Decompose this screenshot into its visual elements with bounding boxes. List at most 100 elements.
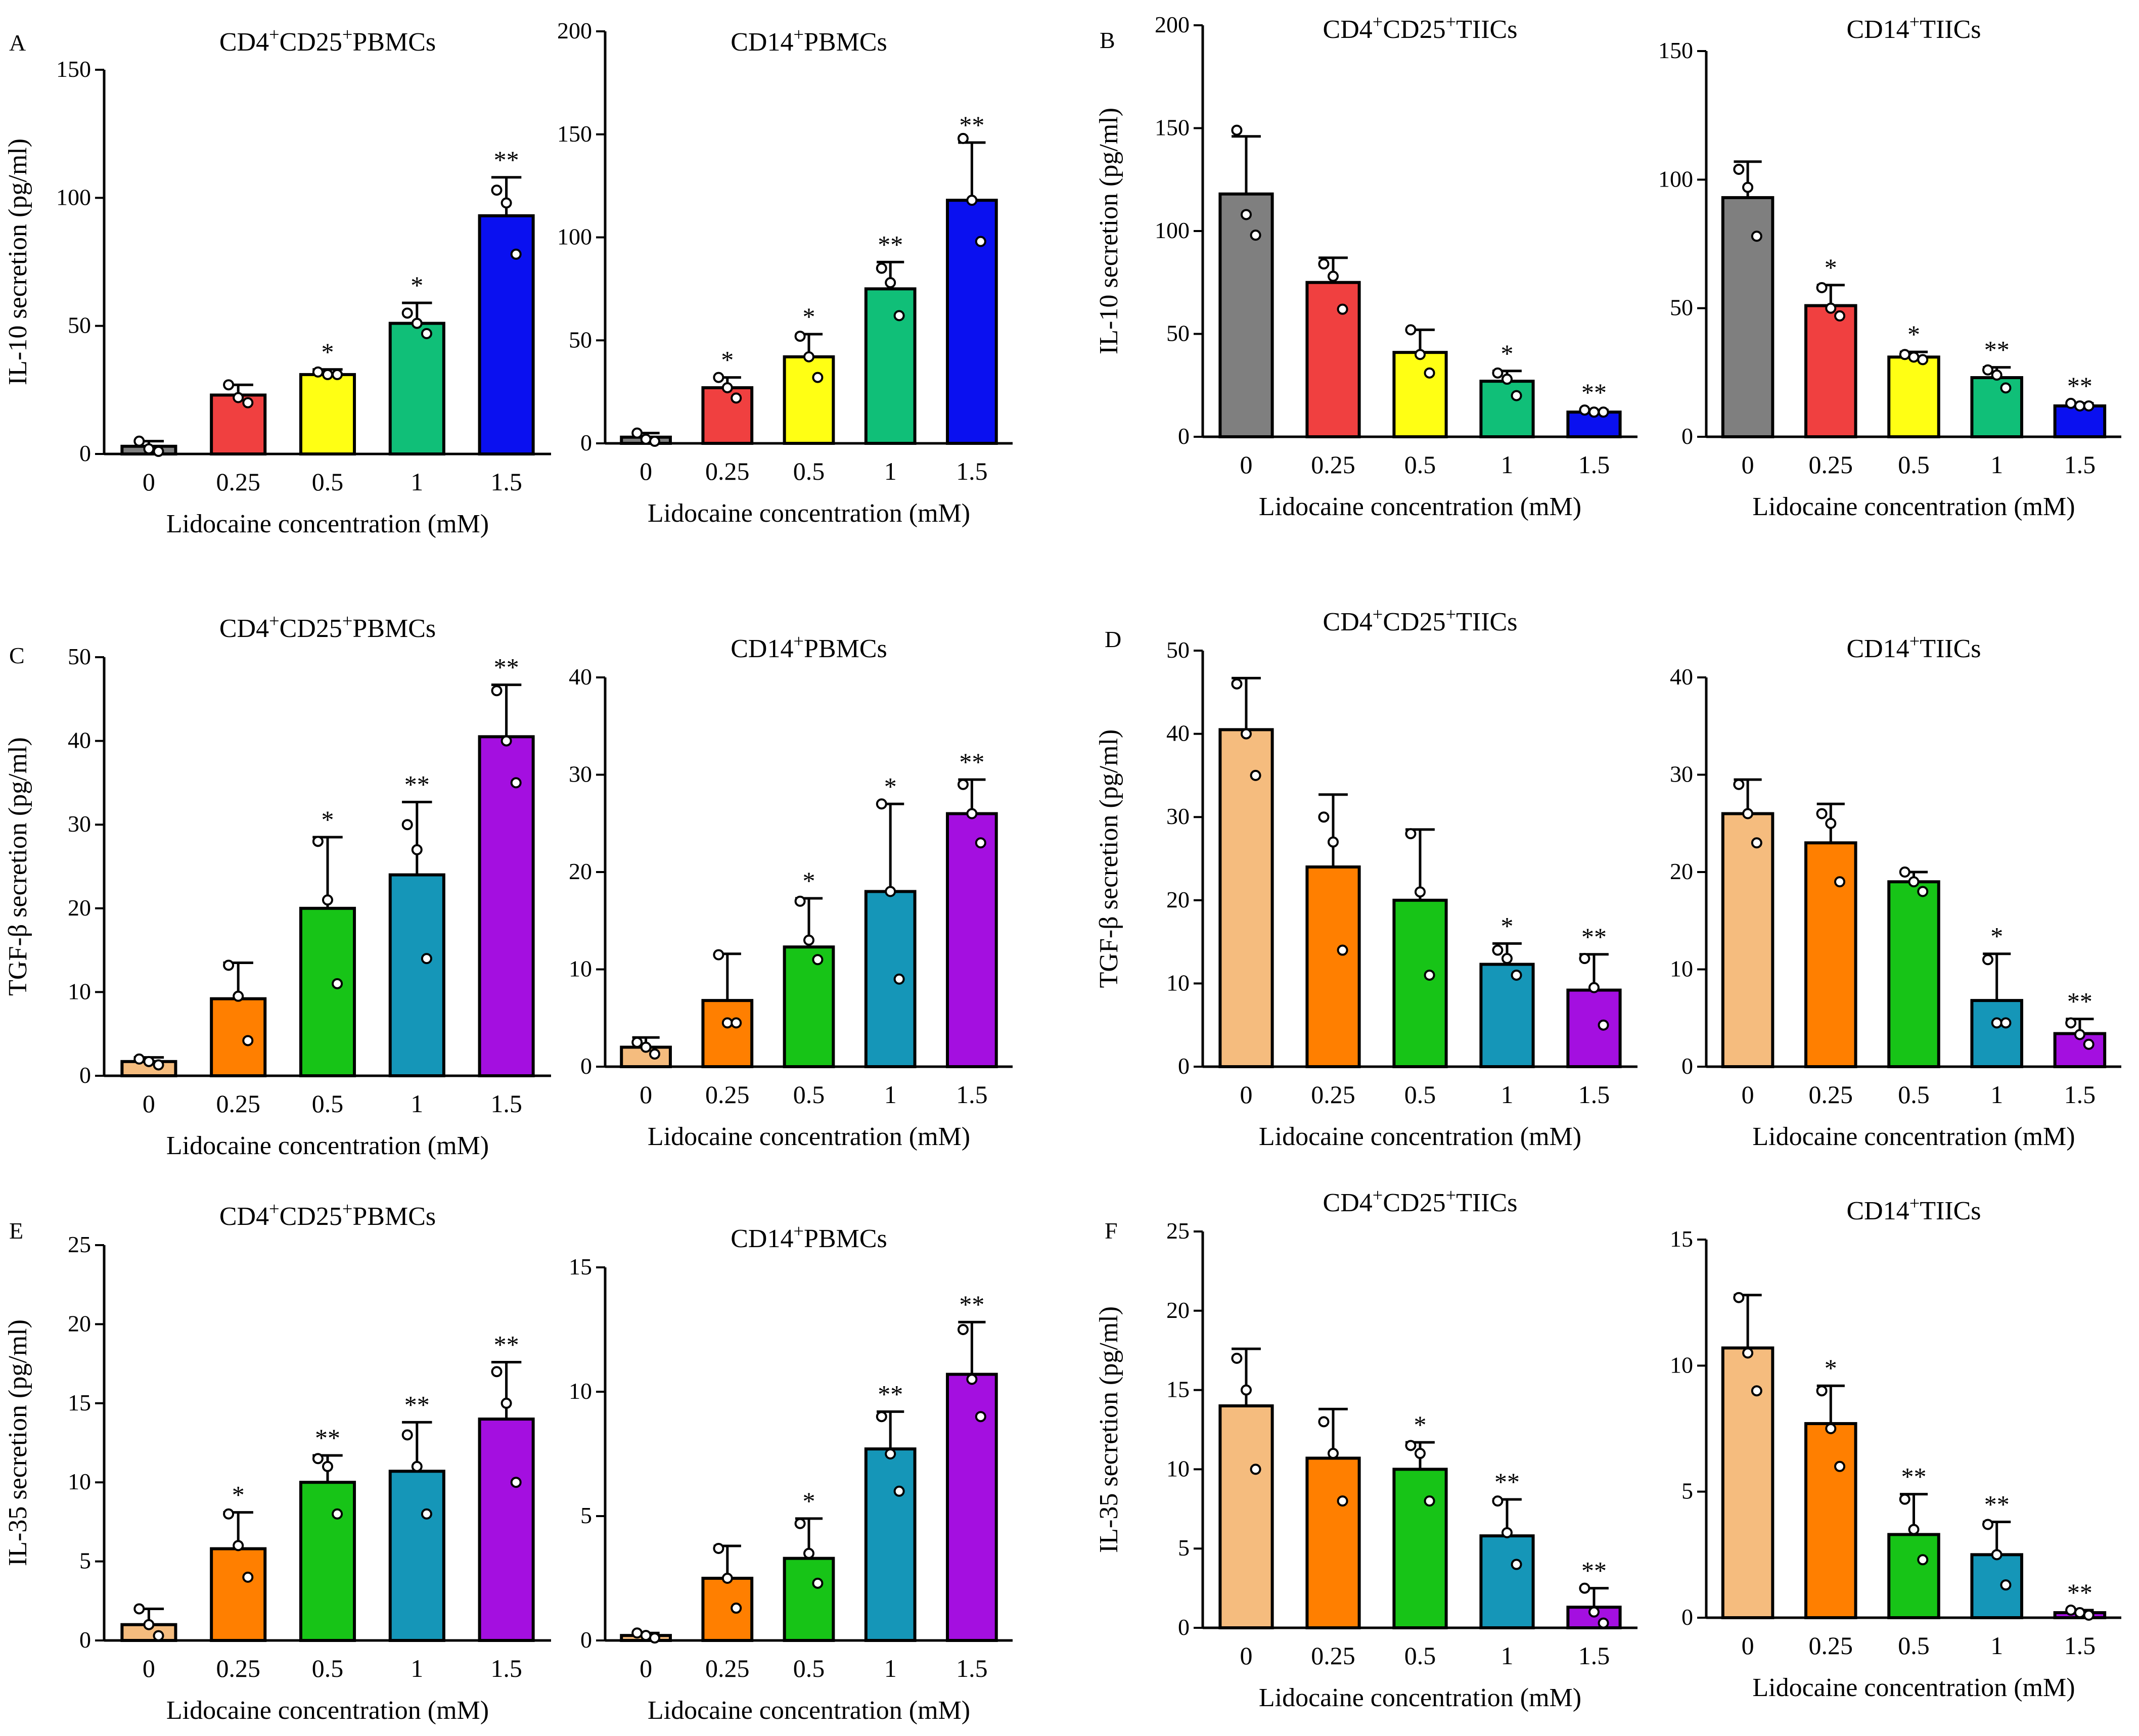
x-tick-label: 1 — [884, 1654, 897, 1682]
x-tick-label: 1 — [884, 457, 897, 485]
data-point — [794, 1518, 806, 1529]
y-tick-label: 0 — [580, 1053, 592, 1079]
y-tick-label: 0 — [79, 1062, 91, 1088]
data-point — [411, 1460, 423, 1472]
bar — [1218, 192, 1274, 438]
y-tick-label: 20 — [1166, 887, 1190, 912]
y-tick-label: 0 — [1681, 1053, 1693, 1079]
data-point — [510, 1477, 522, 1488]
x-tick-label: 0.5 — [312, 1089, 344, 1118]
data-point — [631, 427, 643, 439]
y-tick-label: 30 — [68, 811, 91, 837]
x-tick-label: 0 — [143, 1654, 155, 1682]
significance-label: ** — [2067, 372, 2092, 400]
x-axis-title: Lidocaine concentration (mM) — [648, 1122, 970, 1151]
data-point — [1733, 163, 1745, 175]
significance-label: ** — [959, 111, 984, 139]
bar — [1392, 898, 1448, 1069]
data-point — [721, 1017, 733, 1029]
data-point — [975, 837, 986, 849]
y-tick-label: 100 — [1155, 217, 1190, 243]
bar — [210, 1547, 267, 1642]
chart-b-left: B CD4+CD25+TIICs 0 50 100 150 200 IL-10 secreti… — [1095, 12, 1637, 521]
bar — [120, 1623, 177, 1642]
data-point — [1598, 1617, 1609, 1629]
panel-label: E — [9, 1218, 23, 1244]
data-point — [1328, 1448, 1339, 1459]
y-tick-label: 0 — [79, 440, 91, 466]
bar — [1218, 728, 1274, 1068]
y-tick-label: 100 — [56, 184, 91, 210]
y-tick-label: 0 — [1178, 1614, 1190, 1640]
data-point — [1899, 1493, 1910, 1505]
x-tick-label: 1 — [1990, 450, 2003, 479]
significance-label: ** — [2067, 1578, 2092, 1607]
data-point — [640, 1041, 652, 1053]
x-tick-label: 0 — [640, 457, 652, 485]
chart-title: CD4+CD25+TIICs — [1323, 12, 1518, 44]
data-point — [713, 372, 724, 383]
data-point — [1337, 1495, 1348, 1507]
data-point — [1492, 367, 1504, 379]
data-point — [1899, 349, 1910, 360]
x-tick-label: 0 — [1240, 450, 1253, 479]
data-point — [975, 236, 986, 247]
x-tick-label: 1 — [1990, 1080, 2003, 1109]
y-tick-label: 150 — [56, 56, 91, 82]
significance-label: * — [803, 302, 815, 331]
data-point — [1751, 231, 1762, 242]
data-point — [1424, 969, 1435, 981]
bar — [1479, 380, 1535, 438]
bar — [1305, 281, 1361, 438]
chart-title: CD4+CD25+TIICs — [1323, 1185, 1518, 1217]
data-point — [510, 777, 522, 789]
data-point — [332, 978, 343, 989]
chart-title: CD14+TIICs — [1846, 631, 1981, 663]
x-tick-label: 0 — [143, 1089, 155, 1118]
significance-label: ** — [959, 748, 984, 776]
data-point — [1579, 404, 1590, 416]
bar — [1305, 865, 1361, 1068]
chart-c-right: CD14+PBMCs 0 10 20 30 40 0 0.25 * 0.5 * 1 ** 1.5 Lidoc… — [569, 631, 1013, 1151]
data-point — [500, 197, 512, 209]
significance-label: ** — [1581, 378, 1607, 406]
x-tick-label: 0.5 — [1404, 1080, 1436, 1109]
x-axis-title: Lidocaine concentration (mM) — [1752, 1122, 2075, 1151]
bar — [1804, 841, 1857, 1068]
bar — [1804, 304, 1857, 439]
bar — [1804, 1422, 1857, 1619]
significance-label: ** — [315, 1424, 340, 1452]
significance-label: * — [1825, 1354, 1837, 1382]
data-point — [1492, 944, 1504, 956]
data-point — [1598, 1019, 1609, 1031]
bar — [946, 812, 998, 1068]
y-axis-title: IL-10 secretion (pg/ml) — [1095, 108, 1123, 354]
data-point — [2000, 382, 2012, 394]
x-tick-label: 1 — [884, 1080, 897, 1109]
data-point — [721, 1573, 733, 1584]
chart-title: CD14+PBMCs — [731, 1221, 887, 1253]
x-tick-label: 1.5 — [2064, 1631, 2096, 1660]
data-point — [322, 894, 333, 906]
data-point — [491, 685, 503, 697]
data-point — [731, 1017, 742, 1029]
data-point — [966, 195, 978, 206]
data-point — [1908, 876, 1920, 888]
chart-title: CD4+CD25+TIICs — [1323, 604, 1518, 636]
data-point — [1751, 1385, 1762, 1397]
y-tick-label: 15 — [569, 1254, 592, 1280]
data-point — [640, 1630, 652, 1641]
x-tick-label: 0.5 — [1404, 1641, 1436, 1670]
data-point — [803, 1547, 814, 1559]
y-tick-label: 20 — [1670, 858, 1693, 884]
data-point — [1991, 1549, 2003, 1561]
y-tick-label: 25 — [1166, 1218, 1190, 1244]
data-point — [1908, 351, 1920, 363]
data-point — [885, 277, 896, 289]
data-point — [332, 1508, 343, 1520]
bar — [388, 1470, 445, 1642]
chart-title: CD4+CD25+PBMCs — [219, 1199, 436, 1231]
data-point — [401, 819, 413, 831]
data-point — [957, 132, 969, 144]
data-point — [223, 1508, 235, 1520]
